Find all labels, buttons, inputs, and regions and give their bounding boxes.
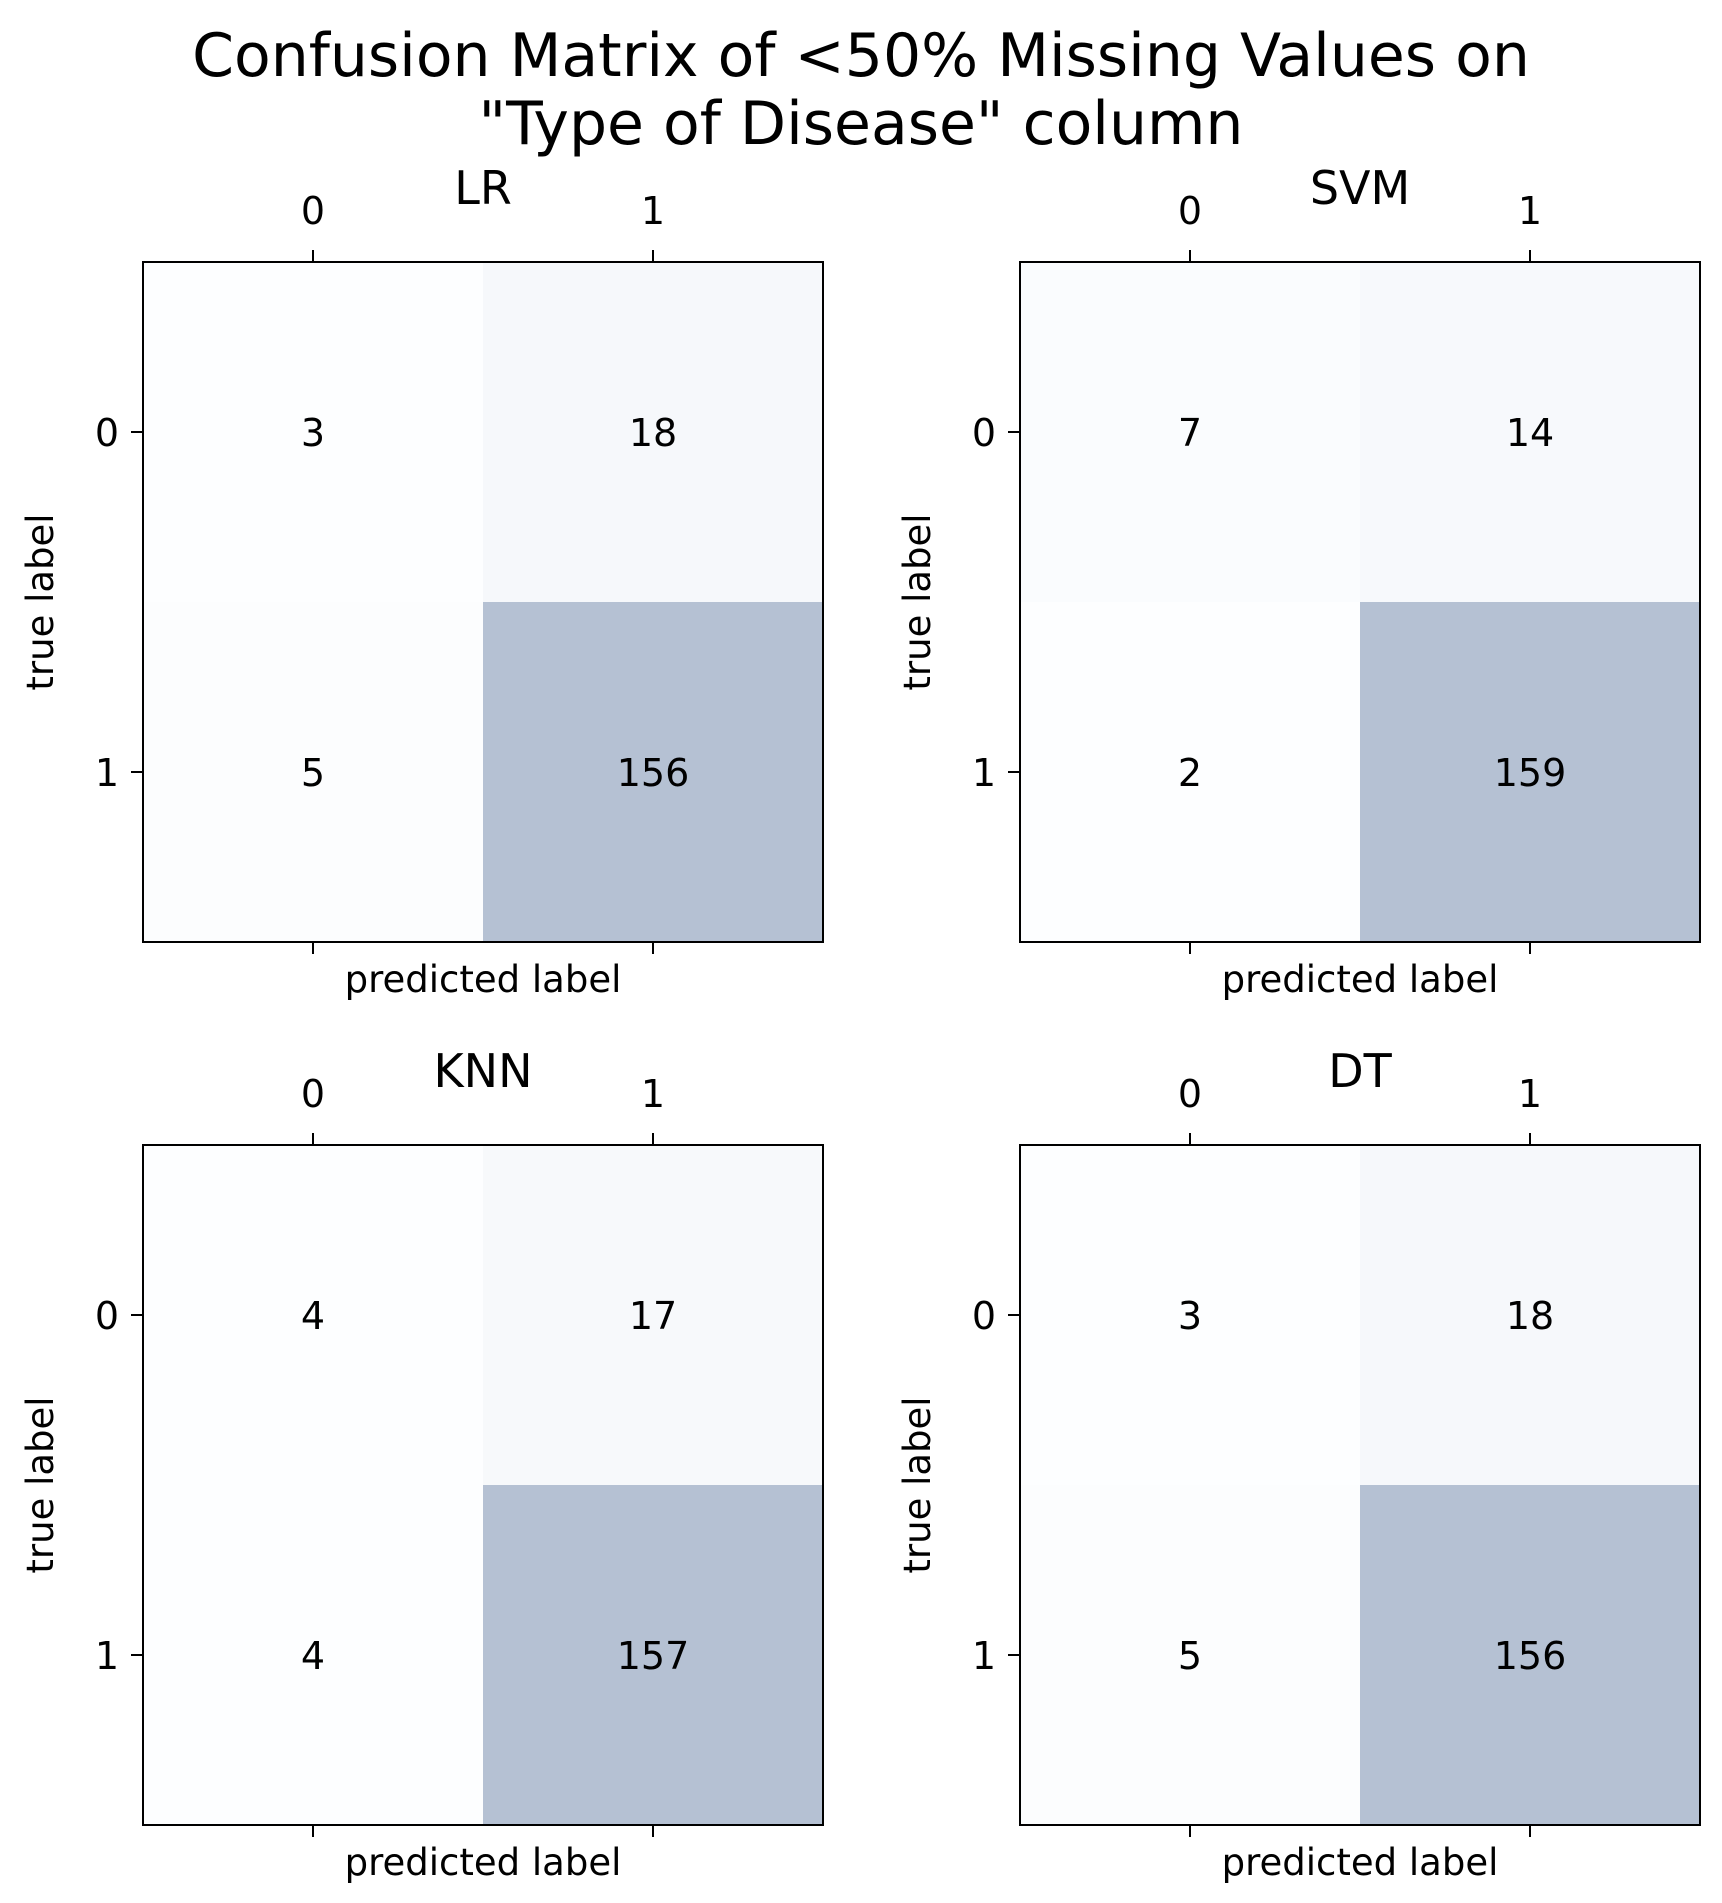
matrix-cell bbox=[143, 262, 483, 602]
matrix-cell bbox=[1360, 602, 1700, 942]
cell-value-label: 2 bbox=[1178, 751, 1202, 795]
y-tick-label: 1 bbox=[972, 751, 996, 795]
figure-title-line-2: "Type of Disease" column bbox=[478, 89, 1244, 159]
panel-title: DT bbox=[1328, 1044, 1392, 1098]
matrix-cell bbox=[143, 1485, 483, 1825]
x-tick-label: 0 bbox=[301, 1072, 325, 1116]
matrix-cell bbox=[1020, 1485, 1360, 1825]
x-tick-label: 1 bbox=[641, 1072, 665, 1116]
matrix-cell bbox=[143, 1145, 483, 1485]
y-tick-label: 0 bbox=[972, 1294, 996, 1338]
x-tick-label: 0 bbox=[301, 189, 325, 233]
matrix-cell bbox=[483, 602, 823, 942]
matrix-cell bbox=[1360, 1145, 1700, 1485]
x-tick-label: 1 bbox=[641, 189, 665, 233]
matrix-cell bbox=[1020, 602, 1360, 942]
axes-frame bbox=[142, 261, 824, 943]
x-axis-label: predicted label bbox=[345, 1841, 622, 1884]
matrix-cell bbox=[483, 1485, 823, 1825]
cell-value-label: 159 bbox=[1494, 751, 1567, 795]
matrix-cell bbox=[1020, 1145, 1360, 1485]
axes-frame bbox=[1019, 1144, 1701, 1826]
axes-frame bbox=[1019, 261, 1701, 943]
y-axis-label: true label bbox=[896, 513, 939, 690]
panel-title: LR bbox=[454, 161, 512, 215]
axes-frame bbox=[142, 1144, 824, 1826]
figure-title: Confusion Matrix of <50% Missing Values … bbox=[0, 22, 1722, 158]
y-tick-label: 0 bbox=[972, 411, 996, 455]
cell-value-label: 18 bbox=[629, 411, 677, 455]
confusion-matrix-panel-knn: 4 17 4 157 0 1 0 1 KNN predicted label true label bbox=[19, 1044, 824, 1884]
matrix-cell bbox=[1020, 262, 1360, 602]
cell-value-label: 156 bbox=[617, 751, 690, 795]
cell-value-label: 4 bbox=[301, 1634, 325, 1678]
cell-value-label: 5 bbox=[1178, 1634, 1202, 1678]
panel-title: SVM bbox=[1310, 161, 1410, 215]
x-tick-label: 0 bbox=[1178, 1072, 1202, 1116]
cell-value-label: 7 bbox=[1178, 411, 1202, 455]
x-axis-label: predicted label bbox=[1222, 1841, 1499, 1884]
matrix-cell bbox=[483, 262, 823, 602]
cell-value-label: 157 bbox=[617, 1634, 690, 1678]
matrix-cell bbox=[483, 1145, 823, 1485]
figure-title-line-1: Confusion Matrix of <50% Missing Values … bbox=[192, 21, 1530, 91]
confusion-matrix-panel-lr: 3 18 5 156 0 1 0 1 LR predicted label true label bbox=[19, 161, 824, 1001]
matrix-cell bbox=[1360, 1485, 1700, 1825]
confusion-matrix-panel-svm: 7 14 2 159 0 1 0 1 SVM predicted label true label bbox=[896, 161, 1701, 1001]
y-axis-label: true label bbox=[19, 1396, 62, 1573]
x-axis-label: predicted label bbox=[1222, 958, 1499, 1001]
y-tick-label: 1 bbox=[972, 1634, 996, 1678]
y-tick-label: 0 bbox=[95, 1294, 119, 1338]
cell-value-label: 14 bbox=[1506, 411, 1554, 455]
x-tick-label: 1 bbox=[1518, 1072, 1542, 1116]
cell-value-label: 18 bbox=[1506, 1294, 1554, 1338]
y-tick-label: 1 bbox=[95, 751, 119, 795]
x-tick-label: 1 bbox=[1518, 189, 1542, 233]
y-axis-label: true label bbox=[896, 1396, 939, 1573]
matrix-cell bbox=[1360, 262, 1700, 602]
confusion-matrix-panel-dt: 3 18 5 156 0 1 0 1 DT predicted label true label bbox=[896, 1044, 1701, 1884]
y-tick-label: 1 bbox=[95, 1634, 119, 1678]
cell-value-label: 4 bbox=[301, 1294, 325, 1338]
cell-value-label: 17 bbox=[629, 1294, 677, 1338]
cell-value-label: 156 bbox=[1494, 1634, 1567, 1678]
cell-value-label: 3 bbox=[1178, 1294, 1202, 1338]
matrix-cell bbox=[143, 602, 483, 942]
panel-title: KNN bbox=[434, 1044, 533, 1098]
x-tick-label: 0 bbox=[1178, 189, 1202, 233]
y-axis-label: true label bbox=[19, 513, 62, 690]
x-axis-label: predicted label bbox=[345, 958, 622, 1001]
cell-value-label: 3 bbox=[301, 411, 325, 455]
y-tick-label: 0 bbox=[95, 411, 119, 455]
cell-value-label: 5 bbox=[301, 751, 325, 795]
